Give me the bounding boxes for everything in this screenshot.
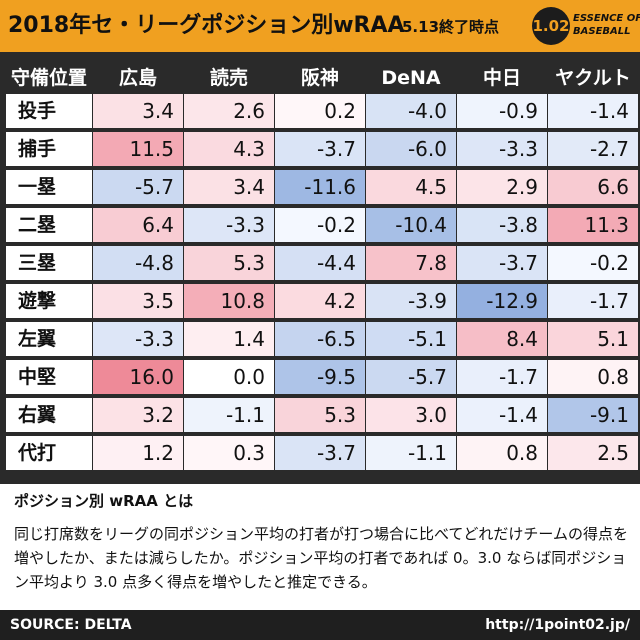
wraa-cell: -1.7 bbox=[457, 360, 547, 394]
wraa-cell: 2.9 bbox=[457, 170, 547, 204]
wraa-cell: -9.1 bbox=[548, 398, 638, 432]
wraa-cell: -3.3 bbox=[184, 208, 274, 242]
wraa-cell: 1.2 bbox=[93, 436, 183, 470]
wraa-cell: 1.4 bbox=[184, 322, 274, 356]
team-header: 阪神 bbox=[300, 67, 339, 89]
team-header: ヤクルト bbox=[555, 67, 631, 89]
wraa-cell: 5.1 bbox=[548, 322, 638, 356]
wraa-cell: 0.3 bbox=[184, 436, 274, 470]
wraa-cell: -4.0 bbox=[366, 94, 456, 128]
wraa-cell: -5.1 bbox=[366, 322, 456, 356]
team-header: 読売 bbox=[209, 67, 248, 89]
wraa-cell: 3.4 bbox=[93, 94, 183, 128]
wraa-cell: -2.7 bbox=[548, 132, 638, 166]
position-label: 一塁 bbox=[6, 170, 92, 204]
description-body: 同じ打席数をリーグの同ポジション平均の打者が打つ場合に比べてどれだけチームの得点… bbox=[14, 525, 628, 591]
wraa-cell: -3.8 bbox=[457, 208, 547, 242]
wraa-cell: 3.4 bbox=[184, 170, 274, 204]
wraa-cell: -6.0 bbox=[366, 132, 456, 166]
description-panel: ポジション別 wRAA とは 同じ打席数をリーグの同ポジション平均の打者が打つ場… bbox=[0, 484, 640, 610]
wraa-cell: -6.5 bbox=[275, 322, 365, 356]
wraa-cell: -1.1 bbox=[366, 436, 456, 470]
page-subtitle: 5.13終了時点 bbox=[402, 18, 500, 36]
footer-bar: SOURCE: DELTA http://1point02.jp/ bbox=[0, 610, 640, 640]
logo-line-1: ESSENCE OF bbox=[573, 13, 640, 24]
wraa-cell: 5.3 bbox=[275, 398, 365, 432]
wraa-cell: 8.4 bbox=[457, 322, 547, 356]
wraa-cell: -3.7 bbox=[275, 436, 365, 470]
wraa-cell: -3.9 bbox=[366, 284, 456, 318]
wraa-cell: 7.8 bbox=[366, 246, 456, 280]
essence-of-baseball-logo: 1.02 ESSENCE OF BASEBALL bbox=[532, 7, 640, 45]
logo-line-2: BASEBALL bbox=[573, 26, 631, 37]
wraa-cell: 3.5 bbox=[93, 284, 183, 318]
wraa-cell: 2.6 bbox=[184, 94, 274, 128]
wraa-cell: 16.0 bbox=[93, 360, 183, 394]
wraa-cell: 11.3 bbox=[548, 208, 638, 242]
position-label: 左翼 bbox=[6, 322, 92, 356]
position-label: 投手 bbox=[6, 94, 92, 128]
wraa-cell: -1.7 bbox=[548, 284, 638, 318]
site-url: http://1point02.jp/ bbox=[485, 617, 630, 633]
wraa-cell: -4.4 bbox=[275, 246, 365, 280]
wraa-cell: 6.4 bbox=[93, 208, 183, 242]
wraa-cell: -3.7 bbox=[275, 132, 365, 166]
position-label: 三塁 bbox=[6, 246, 92, 280]
wraa-cell: -10.4 bbox=[366, 208, 456, 242]
position-label: 代打 bbox=[6, 436, 92, 470]
wraa-cell: -12.9 bbox=[457, 284, 547, 318]
source-credit: SOURCE: DELTA bbox=[10, 617, 132, 633]
wraa-cell: -4.8 bbox=[93, 246, 183, 280]
wraa-cell: 0.8 bbox=[457, 436, 547, 470]
position-label: 遊撃 bbox=[6, 284, 92, 318]
wraa-cell: 0.0 bbox=[184, 360, 274, 394]
wraa-cell: 3.2 bbox=[93, 398, 183, 432]
wraa-cell: -1.4 bbox=[457, 398, 547, 432]
page-title: 2018年セ・リーグポジション別wRAA bbox=[8, 13, 405, 38]
wraa-cell: -3.7 bbox=[457, 246, 547, 280]
position-label: 右翼 bbox=[6, 398, 92, 432]
wraa-cell: 3.0 bbox=[366, 398, 456, 432]
wraa-cell: 4.2 bbox=[275, 284, 365, 318]
wraa-cell: -1.1 bbox=[184, 398, 274, 432]
wraa-cell: -1.4 bbox=[548, 94, 638, 128]
wraa-cell: 2.5 bbox=[548, 436, 638, 470]
wraa-cell: -3.3 bbox=[93, 322, 183, 356]
logo-text: ESSENCE OF BASEBALL bbox=[573, 12, 640, 38]
wraa-cell: 0.8 bbox=[548, 360, 638, 394]
position-label: 二塁 bbox=[6, 208, 92, 242]
wraa-cell: -9.5 bbox=[275, 360, 365, 394]
position-label: 捕手 bbox=[6, 132, 92, 166]
wraa-table: 守備位置 広島 読売 阪神 DeNA 中日 ヤクルト 投手 3.4 2.6 0.2 -4.0 -0.9… bbox=[0, 52, 640, 484]
wraa-cell: -0.9 bbox=[457, 94, 547, 128]
wraa-cell: -0.2 bbox=[548, 246, 638, 280]
wraa-cell: 5.3 bbox=[184, 246, 274, 280]
wraa-cell: -5.7 bbox=[366, 360, 456, 394]
wraa-cell: 4.5 bbox=[366, 170, 456, 204]
wraa-cell: -0.2 bbox=[275, 208, 365, 242]
wraa-cell: 11.5 bbox=[93, 132, 183, 166]
wraa-cell: 4.3 bbox=[184, 132, 274, 166]
wraa-cell: -11.6 bbox=[275, 170, 365, 204]
wraa-cell: 0.2 bbox=[275, 94, 365, 128]
position-label: 中堅 bbox=[6, 360, 92, 394]
wraa-cell: 10.8 bbox=[184, 284, 274, 318]
header-bar: 2018年セ・リーグポジション別wRAA 5.13終了時点 1.02 ESSEN… bbox=[0, 0, 640, 52]
team-header: 中日 bbox=[482, 67, 521, 89]
team-header: DeNA bbox=[381, 67, 441, 89]
wraa-cell: 6.6 bbox=[548, 170, 638, 204]
corner-header: 守備位置 bbox=[10, 67, 87, 89]
description-title: ポジション別 wRAA とは bbox=[14, 492, 194, 510]
wraa-cell: -5.7 bbox=[93, 170, 183, 204]
team-header: 広島 bbox=[118, 67, 157, 89]
logo-badge-icon: 1.02 bbox=[532, 7, 570, 45]
wraa-cell: -3.3 bbox=[457, 132, 547, 166]
